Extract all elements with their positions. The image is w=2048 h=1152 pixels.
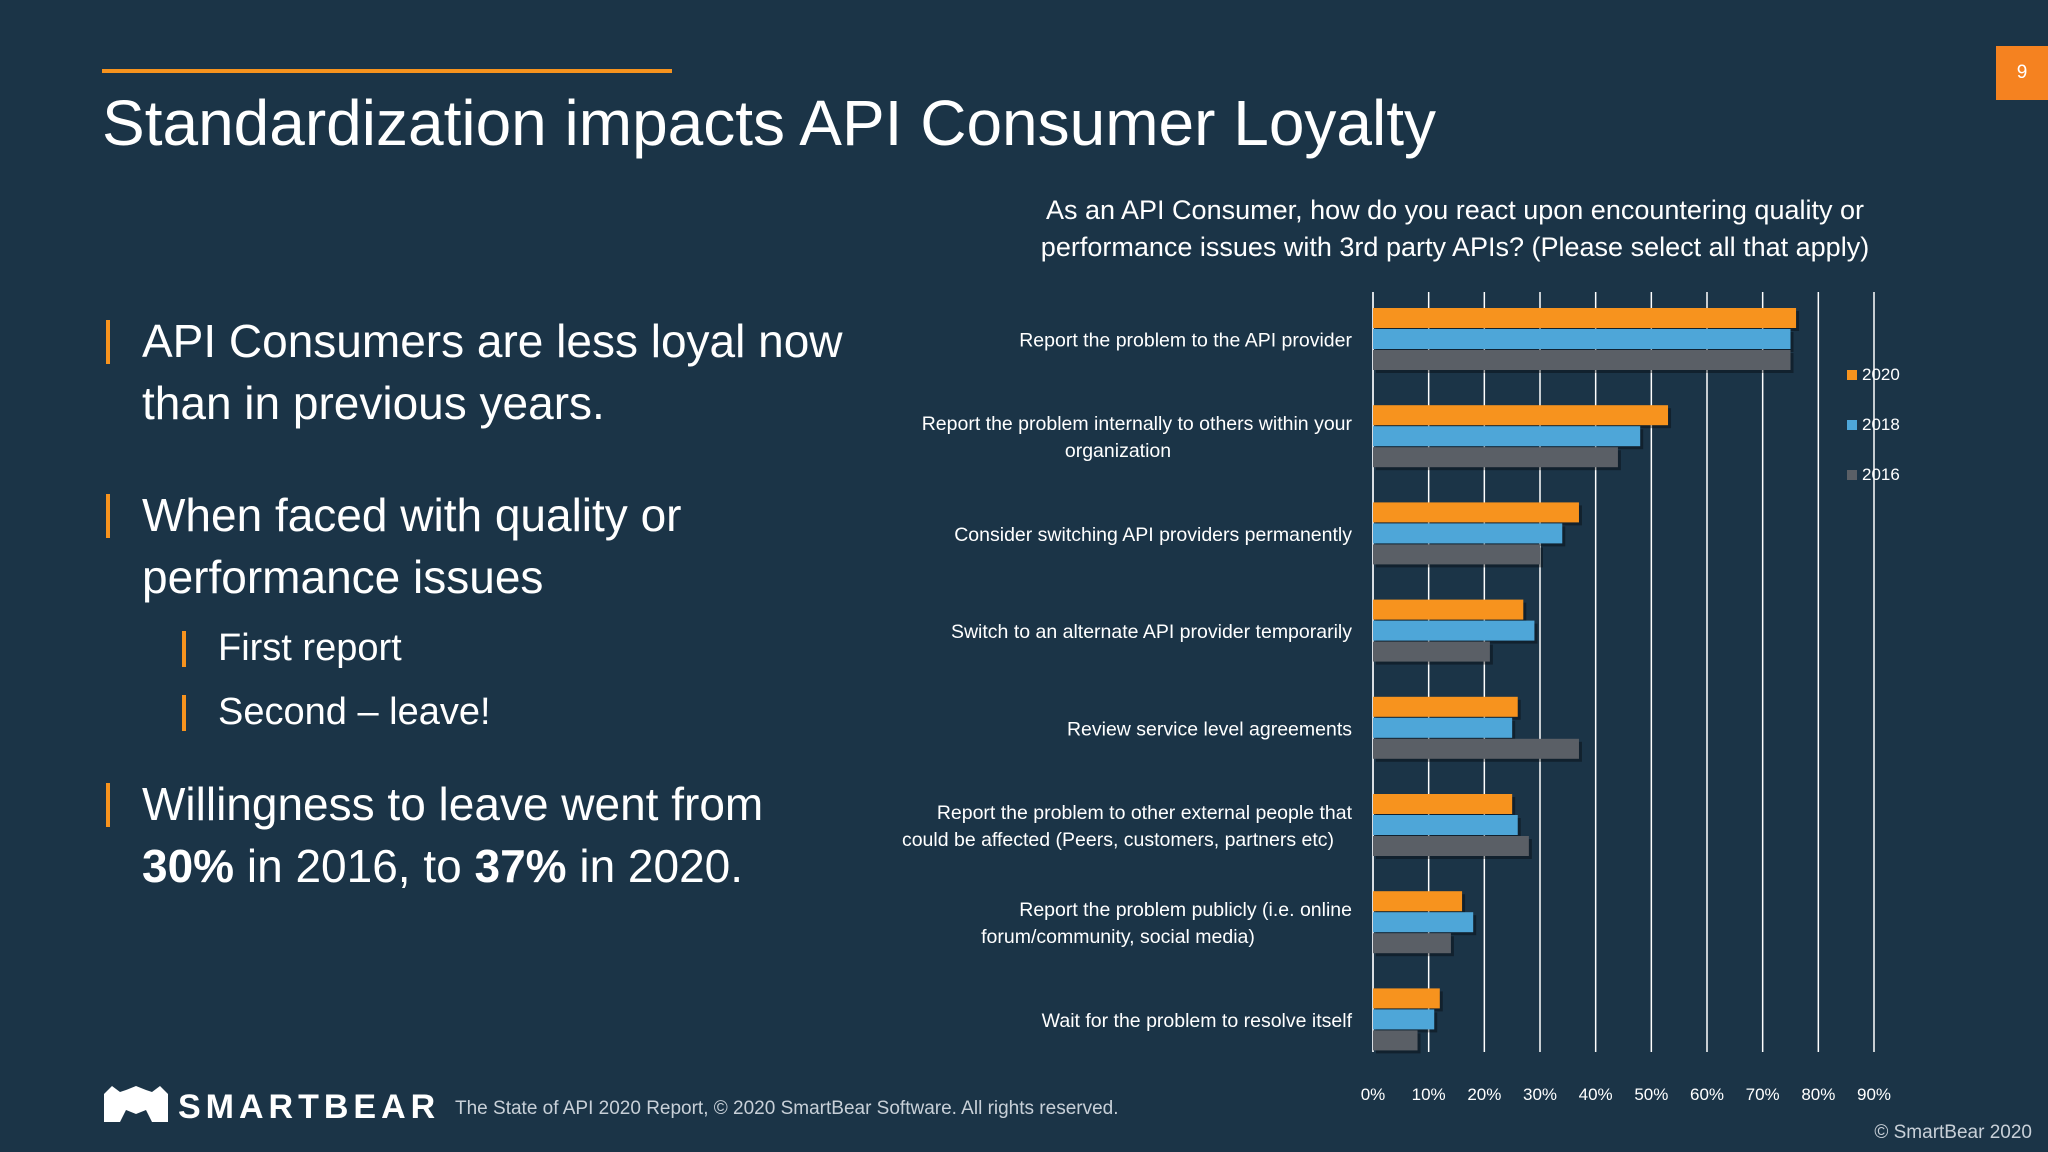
bar-2018 [1373, 329, 1791, 349]
copyright: © SmartBear 2020 [1874, 1122, 2032, 1143]
title-accent-line [102, 69, 672, 73]
chart-title: As an API Consumer, how do you react upo… [960, 192, 1950, 266]
x-tick-label: 0% [1361, 1085, 1386, 1104]
footer-note: The State of API 2020 Report, © 2020 Sma… [455, 1098, 1119, 1119]
bar-2018 [1373, 620, 1535, 641]
bar-2020 [1373, 405, 1669, 426]
bar-2018 [1373, 1009, 1435, 1030]
smartbear-logo-icon [104, 1086, 168, 1122]
bullet-quality-issues: When faced with quality or performance i… [102, 484, 682, 608]
x-tick-label: 90% [1857, 1085, 1891, 1104]
bar-2020 [1373, 988, 1440, 1009]
bullet-quality-line1: When faced with quality or [142, 489, 682, 541]
category-label: Report the problem publicly (i.e. online [1019, 899, 1352, 921]
bullet-willingness-line1: Willingness to leave went from [142, 778, 764, 830]
bullet-quality-line2: performance issues [142, 551, 544, 603]
page-number-badge: 9 [1996, 46, 2048, 100]
bullet-willingness-end: in 2020. [566, 840, 744, 892]
category-label: Consider switching API providers permane… [954, 524, 1352, 546]
x-tick-label: 70% [1746, 1085, 1780, 1104]
bar-2018 [1373, 426, 1641, 447]
x-tick-label: 50% [1634, 1085, 1668, 1104]
category-label: could be affected (Peers, customers, par… [902, 829, 1334, 851]
legend-swatch-2016 [1847, 470, 1857, 480]
x-tick-label: 80% [1801, 1085, 1835, 1104]
logo-wordmark: SMARTBEAR [178, 1088, 441, 1126]
sub-bullet-first-report: First report [178, 617, 402, 679]
value-2016: 30% [142, 840, 235, 892]
bullet-loyalty-line1: API Consumers are less loyal now [142, 315, 843, 367]
bar-2016 [1373, 641, 1490, 662]
bar-2016 [1373, 933, 1451, 954]
bullet-willingness: Willingness to leave went from 30% in 20… [102, 773, 763, 897]
category-label: Switch to an alternate API provider temp… [951, 621, 1352, 643]
x-tick-label: 20% [1467, 1085, 1501, 1104]
x-tick-label: 10% [1412, 1085, 1446, 1104]
bar-2016 [1373, 350, 1791, 370]
legend-swatch-2020 [1847, 370, 1857, 380]
category-label: Report the problem to the API provider [1019, 330, 1352, 352]
sub-bullet-second-leave: Second – leave! [178, 681, 491, 743]
x-tick-label: 30% [1523, 1085, 1557, 1104]
bar-2020 [1373, 502, 1579, 523]
category-label: forum/community, social media) [981, 926, 1255, 948]
legend-label-2016: 2016 [1862, 465, 1900, 484]
bar-2020 [1373, 599, 1524, 620]
category-label: Wait for the problem to resolve itself [1042, 1010, 1353, 1032]
bullet-loyalty: API Consumers are less loyal now than in… [102, 310, 843, 434]
category-label: organization [1065, 440, 1171, 462]
bar-2020 [1373, 696, 1518, 717]
sub-bullet-second-leave-text: Second – leave! [218, 691, 491, 733]
bar-2020 [1373, 308, 1797, 328]
sub-bullet-first-report-text: First report [218, 627, 402, 669]
bar-2018 [1373, 523, 1563, 544]
legend-label-2020: 2020 [1862, 365, 1900, 384]
slide-title: Standardization impacts API Consumer Loy… [102, 87, 1436, 159]
legend-swatch-2018 [1847, 420, 1857, 430]
bar-2016 [1373, 738, 1579, 759]
legend-label-2018: 2018 [1862, 415, 1900, 434]
bar-2016 [1373, 836, 1529, 856]
value-2020: 37% [474, 840, 567, 892]
x-tick-label: 40% [1579, 1085, 1613, 1104]
bar-2016 [1373, 447, 1618, 468]
bar-2020 [1373, 794, 1513, 814]
x-tick-label: 60% [1690, 1085, 1724, 1104]
category-label: Report the problem to other external peo… [937, 802, 1353, 824]
category-label: Review service level agreements [1067, 718, 1352, 740]
chart-title-line1: As an API Consumer, how do you react upo… [1045, 195, 1864, 225]
bar-2018 [1373, 912, 1474, 933]
chart-title-line2: performance issues with 3rd party APIs? … [1040, 232, 1870, 262]
bar-2016 [1373, 544, 1540, 565]
bullet-loyalty-line2: than in previous years. [142, 377, 605, 429]
category-label: Report the problem internally to others … [922, 413, 1353, 435]
bar-2016 [1373, 1030, 1418, 1051]
bullet-willingness-mid: in 2016, to [234, 840, 475, 892]
bar-2018 [1373, 815, 1518, 835]
bar-2018 [1373, 717, 1513, 738]
bar-2020 [1373, 891, 1463, 912]
